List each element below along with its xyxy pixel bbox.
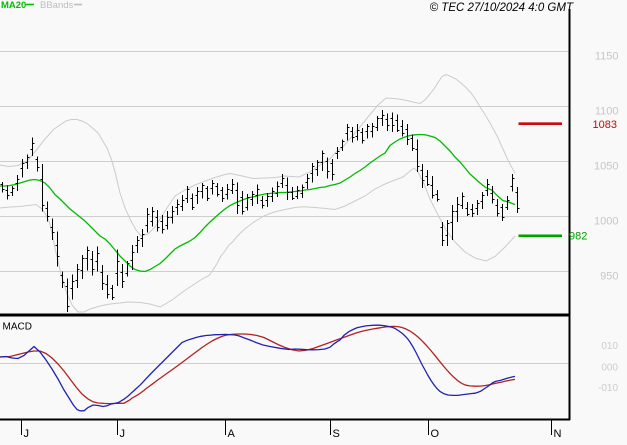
svg-text:© TEC 27/10/2024 4:0 GMT: © TEC 27/10/2024 4:0 GMT — [430, 2, 574, 14]
svg-text:1000: 1000 — [594, 216, 618, 228]
svg-text:982: 982 — [569, 231, 587, 243]
svg-text:BBands: BBands — [40, 0, 74, 11]
svg-text:1150: 1150 — [595, 51, 619, 63]
svg-text:-010: -010 — [598, 383, 618, 394]
svg-text:MACD: MACD — [3, 322, 32, 333]
svg-text:010: 010 — [601, 341, 618, 352]
svg-text:N: N — [554, 428, 562, 440]
svg-text:1050: 1050 — [594, 161, 618, 173]
svg-text:950: 950 — [600, 271, 618, 283]
svg-text:A: A — [228, 428, 236, 440]
svg-text:MA20: MA20 — [1, 0, 26, 11]
svg-text:S: S — [333, 428, 340, 440]
svg-text:000: 000 — [601, 363, 618, 374]
svg-text:1083: 1083 — [593, 119, 617, 131]
svg-text:O: O — [431, 428, 440, 440]
svg-text:J: J — [24, 428, 30, 440]
svg-text:1100: 1100 — [595, 106, 619, 118]
svg-text:J: J — [120, 428, 126, 440]
